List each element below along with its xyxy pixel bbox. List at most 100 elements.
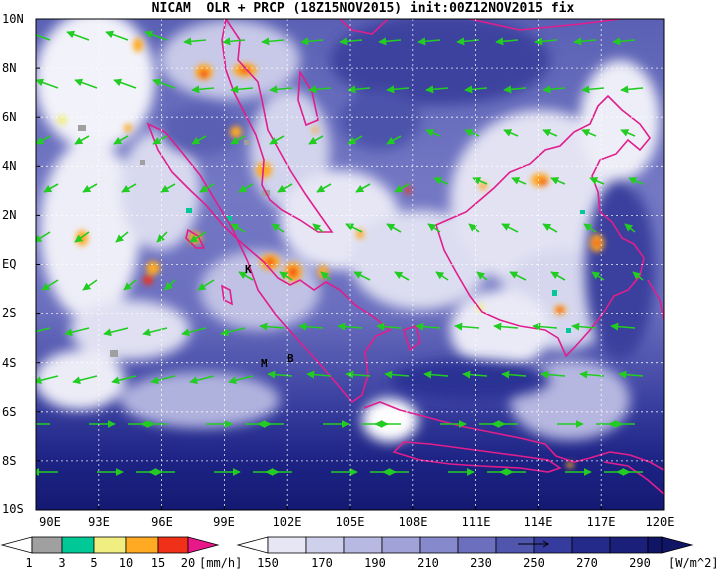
wind-vector-81 (82, 279, 98, 291)
olr-tick-150: 150 (257, 556, 279, 570)
wind-vector-115 (150, 375, 176, 385)
map-title: NICAM OLR + PRCP (18Z15NOV2015) init:00Z… (151, 1, 575, 16)
wind-vector-22 (269, 85, 293, 94)
precip-tick-20: 20 (180, 556, 196, 570)
precip-tick-1: 1 (25, 556, 33, 570)
wind-vector-51 (160, 183, 176, 193)
lat-label-eq: EQ (2, 257, 17, 271)
wind-vector-44 (503, 129, 519, 137)
olr-tick-270: 270 (576, 556, 598, 570)
wind-vector-3 (144, 30, 168, 41)
wind-vector-62 (589, 177, 605, 185)
wind-vector-79 (624, 223, 636, 233)
wind-vector-99 (142, 327, 168, 337)
wind-vector-25 (386, 85, 410, 94)
precip-tick-5: 5 (90, 556, 98, 570)
wind-vector-5 (222, 37, 246, 46)
wind-vector-28 (503, 85, 527, 94)
wind-vector-12 (495, 37, 519, 46)
wind-vector-21 (230, 85, 254, 94)
wind-vector-0 (36, 30, 51, 41)
reference-arrow (518, 540, 549, 548)
station-markers: K M B (245, 263, 294, 370)
lon-label-102e: 102E (272, 515, 302, 529)
wind-vector-93 (550, 271, 566, 281)
wind-vector-38 (269, 135, 285, 145)
precip-tick-15: 15 (150, 556, 166, 570)
wind-vector-60 (511, 177, 527, 185)
wind-vector-58 (433, 177, 449, 185)
wind-vector-41 (386, 135, 402, 145)
olr-tick-210: 210 (417, 556, 439, 570)
wind-vector-84 (197, 279, 215, 291)
lat-label-6n: 6N (2, 110, 17, 124)
wind-vector-47 (620, 129, 636, 137)
lat-label-6s: 6S (2, 405, 17, 419)
lon-label-120e: 120E (645, 515, 675, 529)
lon-label-108e: 108E (398, 515, 428, 529)
wind-vector-91 (476, 271, 488, 281)
wind-vector-36 (191, 135, 207, 145)
wind-vector-20 (191, 85, 215, 94)
wind-vector-94 (591, 271, 605, 281)
wind-vector-17 (74, 78, 98, 89)
axis-ticks (36, 18, 602, 510)
lon-label-96e: 96E (151, 515, 173, 529)
wind-vector-109 (532, 322, 558, 331)
wind-vector-125 (540, 370, 566, 379)
wind-vector-124 (501, 370, 527, 379)
wind-vector-30 (581, 85, 605, 94)
wind-vector-86 (279, 271, 293, 281)
olr-unit: [W/m^2] (668, 556, 719, 570)
wind-vector-121 (384, 370, 410, 379)
wind-vector-102 (259, 322, 285, 331)
map-grid (36, 19, 664, 510)
wind-vector-127 (618, 370, 644, 379)
wind-vector-39 (308, 135, 324, 145)
wind-vector-4 (183, 37, 207, 46)
wind-vector-97 (64, 327, 90, 337)
wind-vector-57 (394, 183, 410, 193)
lon-label-99e: 99E (213, 515, 235, 529)
wind-vector-33 (74, 135, 90, 145)
wind-vector-2 (105, 30, 129, 41)
lon-label-105e: 105E (335, 515, 365, 529)
wind-vector-72 (345, 223, 363, 233)
wind-vector-106 (415, 322, 441, 331)
lon-label-93e: 93E (88, 515, 110, 529)
wind-vector-64 (36, 231, 51, 243)
wind-vector-95 (632, 271, 644, 281)
lat-label-10n: 10N (2, 12, 24, 26)
wind-vector-14 (573, 37, 597, 46)
wind-vector-96 (36, 327, 51, 333)
wind-vector-98 (103, 327, 129, 337)
wind-vector-107 (454, 322, 480, 331)
olr-tick-250: 250 (523, 556, 545, 570)
station-marker-k: K (245, 263, 252, 276)
olr-bright-clouds (36, 19, 660, 442)
wind-vector-35 (152, 135, 168, 145)
wind-vector-13 (534, 37, 558, 46)
wind-vector-114 (111, 375, 137, 385)
wind-vector-87 (320, 271, 332, 281)
wind-vector-123 (462, 370, 488, 379)
lat-label-4n: 4N (2, 159, 17, 173)
wind-vector-69 (230, 223, 246, 233)
wind-vector-83 (164, 279, 176, 291)
wind-vector-89 (394, 271, 410, 281)
lat-label-2n: 2N (2, 208, 17, 222)
olr-tick-190: 190 (364, 556, 386, 570)
wind-vector-112 (36, 375, 59, 385)
wind-vector-43 (464, 129, 480, 137)
wind-vector-26 (425, 85, 449, 94)
wind-vector-63 (628, 177, 644, 185)
wind-vector-61 (550, 177, 566, 185)
olr-tick-290: 290 (629, 556, 651, 570)
wind-vector-119 (306, 370, 332, 379)
wind-vector-66 (115, 231, 129, 243)
wind-vector-40 (347, 135, 363, 145)
wind-vector-111 (610, 322, 636, 331)
wind-vector-46 (581, 129, 597, 137)
wind-vector-6 (261, 37, 285, 46)
wind-vector-8 (339, 37, 363, 46)
